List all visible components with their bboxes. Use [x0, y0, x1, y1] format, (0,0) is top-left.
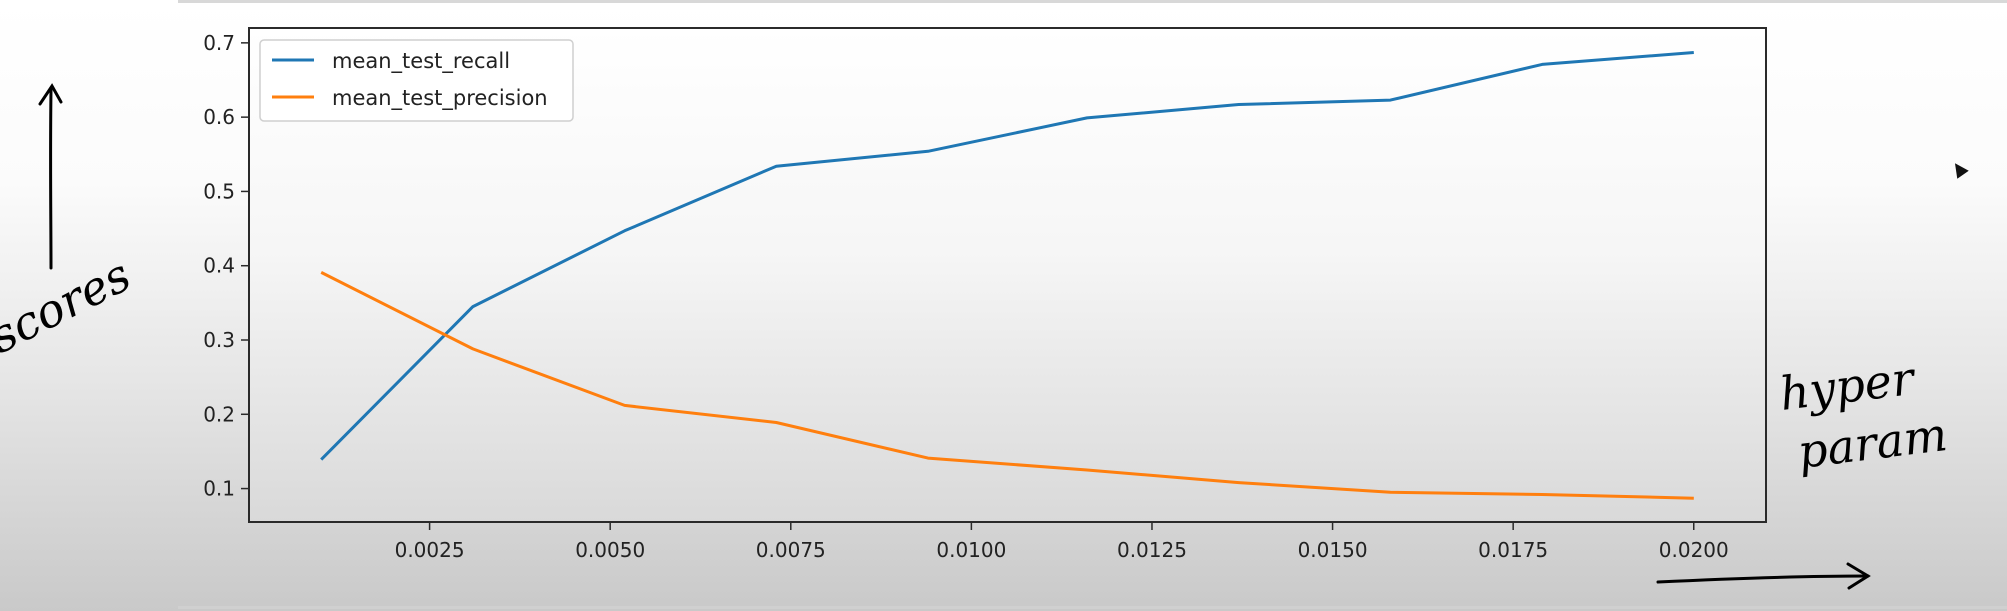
y-tick-label: 0.7: [203, 31, 235, 55]
x-tick-label: 0.0150: [1298, 538, 1368, 562]
axis-ticks: 0.0025 0.0050 0.0075 0.0100 0.0125 0.0150 0.01…: [203, 31, 1729, 562]
series-line-mean-test-precision: [320, 271, 1694, 500]
x-tick-label: 0.0175: [1478, 538, 1548, 562]
y-tick-label: 0.2: [203, 402, 235, 426]
legend-label-recall: mean_test_recall: [332, 49, 510, 74]
param-annotation: param: [1795, 407, 1950, 479]
x-tick-label: 0.0100: [936, 538, 1006, 562]
x-tick-label: 0.0050: [575, 538, 645, 562]
legend-box: [259, 39, 574, 122]
legend: mean_test_recall mean_test_precision: [259, 39, 574, 122]
x-tick-label: 0.0025: [395, 538, 465, 562]
y-tick-label: 0.6: [203, 105, 235, 129]
up-arrowhead-icon: [38, 83, 63, 106]
x-tick-label: 0.0075: [756, 538, 826, 562]
y-tick-label: 0.1: [203, 477, 235, 501]
scores-annotation: scores: [0, 247, 139, 363]
y-tick-label: 0.5: [203, 179, 235, 203]
right-arrow-icon: [1656, 574, 1870, 584]
top-rule: [178, 0, 2007, 3]
y-tick-label: 0.3: [203, 328, 235, 352]
series-lines: [320, 51, 1694, 500]
series-line-mean-test-recall: [320, 51, 1694, 461]
bottom-rule: [178, 606, 2007, 609]
legend-label-precision: mean_test_precision: [332, 86, 548, 111]
right-arrowhead-icon: [1846, 562, 1871, 590]
x-tick-label: 0.0200: [1659, 538, 1729, 562]
x-tick-label: 0.0125: [1117, 538, 1187, 562]
y-tick-label: 0.4: [203, 254, 235, 278]
hyper-annotation: hyper: [1777, 351, 1920, 421]
